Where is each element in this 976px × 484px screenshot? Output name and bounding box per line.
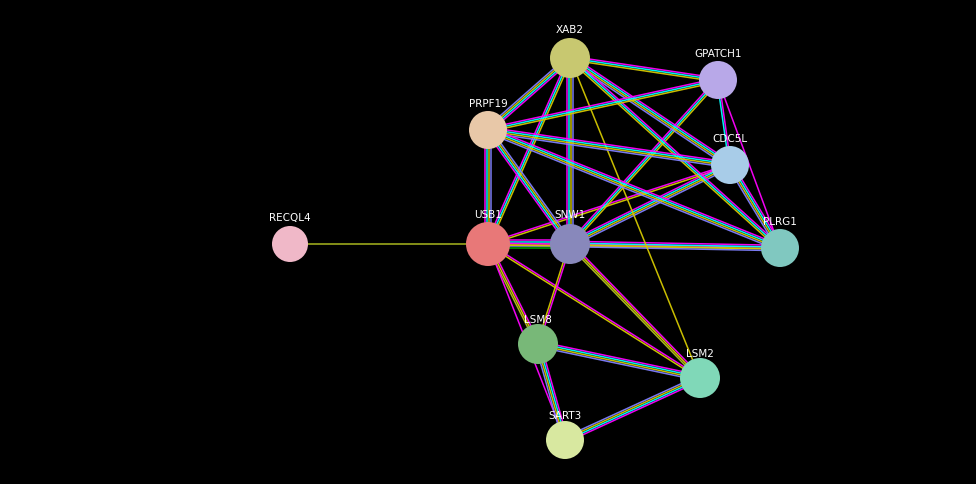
Circle shape	[699, 61, 737, 99]
Circle shape	[272, 226, 308, 262]
Text: CDC5L: CDC5L	[712, 134, 748, 144]
Text: USB1: USB1	[474, 210, 502, 220]
Text: SNW1: SNW1	[554, 210, 586, 220]
Circle shape	[518, 324, 558, 364]
Text: LSM2: LSM2	[686, 349, 713, 359]
Circle shape	[550, 224, 590, 264]
Text: LSM8: LSM8	[524, 315, 552, 325]
Text: SART3: SART3	[549, 411, 582, 421]
Circle shape	[469, 111, 507, 149]
Circle shape	[711, 146, 749, 184]
Circle shape	[761, 229, 799, 267]
Circle shape	[550, 38, 590, 78]
Circle shape	[466, 222, 510, 266]
Text: XAB2: XAB2	[556, 25, 584, 35]
Text: GPATCH1: GPATCH1	[694, 49, 742, 59]
Circle shape	[680, 358, 720, 398]
Text: PLRG1: PLRG1	[763, 217, 797, 227]
Text: PRPF19: PRPF19	[468, 99, 508, 109]
Circle shape	[546, 421, 584, 459]
Text: RECQL4: RECQL4	[269, 213, 310, 223]
